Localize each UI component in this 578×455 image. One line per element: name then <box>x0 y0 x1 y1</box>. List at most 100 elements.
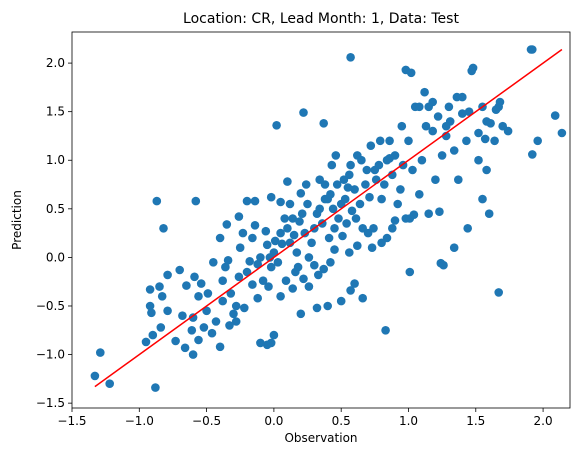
data-point <box>187 326 197 335</box>
x-tick-label: −1.0 <box>125 414 154 428</box>
data-point <box>331 151 341 160</box>
data-point <box>303 199 312 209</box>
data-point <box>424 209 434 218</box>
data-point <box>141 337 151 347</box>
data-point <box>528 150 537 159</box>
data-point <box>283 177 292 186</box>
data-point <box>375 136 385 146</box>
data-point <box>385 154 394 163</box>
y-tick-label: 0.0 <box>46 250 65 264</box>
data-point <box>345 170 354 180</box>
data-point <box>421 121 431 131</box>
data-point <box>299 108 308 117</box>
data-point <box>415 190 424 199</box>
data-point <box>301 180 311 189</box>
x-axis-label: Observation <box>284 431 357 445</box>
data-point <box>320 180 330 189</box>
data-point <box>346 286 355 295</box>
data-point <box>478 194 487 204</box>
y-tick-label: 2.0 <box>46 56 65 70</box>
data-point <box>262 240 272 250</box>
data-point <box>435 207 444 216</box>
data-point <box>332 180 342 189</box>
data-point <box>433 112 443 121</box>
data-point <box>304 282 314 291</box>
data-point <box>346 53 355 62</box>
data-point <box>377 238 386 248</box>
y-tick-label: 1.0 <box>46 153 65 167</box>
data-point <box>209 258 218 267</box>
data-point <box>211 317 221 326</box>
data-point <box>188 313 198 322</box>
data-point <box>159 224 168 233</box>
data-point <box>261 226 271 236</box>
data-point <box>296 309 306 319</box>
data-point <box>367 243 377 252</box>
data-point <box>288 214 298 223</box>
data-point <box>226 289 236 298</box>
data-point <box>347 206 357 216</box>
data-point <box>203 289 213 298</box>
data-point <box>319 119 329 128</box>
data-point <box>310 260 319 270</box>
data-point <box>295 217 304 226</box>
data-point <box>393 199 403 209</box>
data-point <box>277 239 287 249</box>
data-point <box>406 68 416 78</box>
data-point <box>420 87 429 97</box>
y-tick-label: −0.5 <box>36 299 65 313</box>
scatter-points <box>90 45 567 392</box>
data-point <box>449 243 459 252</box>
y-tick-label: 1.5 <box>46 105 65 119</box>
data-point <box>285 199 295 209</box>
data-point <box>323 301 333 311</box>
data-point <box>397 121 407 131</box>
data-point <box>199 323 209 332</box>
data-point <box>253 293 262 303</box>
y-tick-label: −1.0 <box>36 348 65 362</box>
data-point <box>225 321 234 330</box>
x-tick-label: 1.0 <box>399 414 418 428</box>
data-point <box>328 204 338 214</box>
data-point <box>90 371 100 381</box>
data-point <box>327 160 337 170</box>
x-tick-label: 2.0 <box>534 414 553 428</box>
data-point <box>350 279 359 288</box>
data-point <box>163 306 172 316</box>
data-point <box>324 233 334 243</box>
data-point <box>404 136 413 146</box>
data-point <box>312 303 322 313</box>
data-point <box>452 92 462 102</box>
data-point <box>380 180 389 189</box>
x-tick-label: −1.5 <box>57 414 86 428</box>
data-point <box>280 214 290 223</box>
data-point <box>396 185 405 194</box>
plot-frame <box>71 31 571 409</box>
data-point <box>363 228 373 238</box>
data-point <box>190 272 199 282</box>
data-point <box>188 350 198 359</box>
data-point <box>550 111 560 120</box>
data-point <box>319 264 329 274</box>
data-point <box>351 214 361 223</box>
data-point <box>235 243 245 252</box>
data-point <box>528 45 537 54</box>
data-point <box>494 288 504 297</box>
data-point <box>428 126 438 136</box>
data-point <box>258 276 268 286</box>
data-point <box>474 155 483 165</box>
data-point <box>202 306 211 316</box>
data-point <box>266 338 276 348</box>
data-point <box>155 282 164 291</box>
data-point <box>338 231 347 241</box>
data-point <box>276 292 285 301</box>
data-point <box>340 194 350 204</box>
data-point <box>182 281 191 290</box>
x-tick-label: 1.5 <box>466 414 485 428</box>
data-point <box>381 326 390 335</box>
x-tick-label: 0.0 <box>264 414 283 428</box>
y-axis-label: Prediction <box>10 190 24 250</box>
data-point <box>462 136 471 146</box>
data-point <box>467 66 477 76</box>
data-point <box>326 258 335 267</box>
